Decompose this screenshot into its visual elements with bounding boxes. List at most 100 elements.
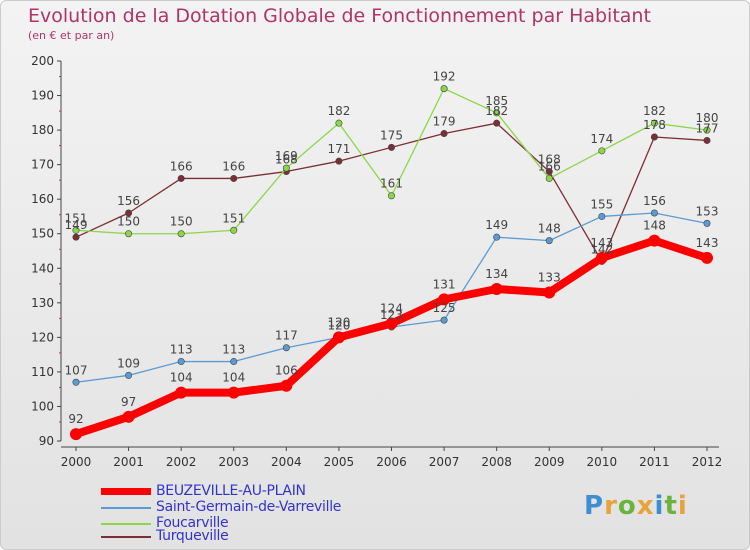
data-point (545, 168, 553, 176)
data-point (72, 233, 80, 241)
data-label: 120 (327, 315, 350, 329)
data-label: 182 (327, 104, 350, 118)
logo-letter: i (654, 491, 665, 521)
data-label: 120 (327, 318, 350, 332)
data-point (230, 226, 238, 234)
data-label: 148 (643, 219, 666, 233)
x-tick-label: 2009 (534, 455, 565, 469)
legend-label: Turqueville (156, 528, 229, 544)
data-label: 174 (590, 132, 613, 146)
data-point (332, 331, 345, 344)
data-point (490, 283, 503, 295)
data-point (543, 286, 556, 299)
data-label: 171 (327, 142, 350, 156)
data-label: 125 (433, 301, 456, 315)
data-label: 113 (222, 343, 245, 357)
data-label: 180 (696, 111, 719, 125)
x-tick-label: 2005 (324, 455, 355, 469)
proxiti-logo: Proxiti (584, 491, 688, 521)
axes: 90 100 110 120 130 140 150 160 170 180 190 200 2000 2… (31, 54, 722, 469)
data-point (387, 143, 395, 151)
data-point (598, 212, 606, 220)
y-tick-label: 160 (31, 192, 54, 206)
legend-swatch (101, 507, 151, 509)
data-point (70, 428, 82, 441)
data-label: 149 (485, 218, 508, 232)
legend-swatch (101, 536, 151, 538)
data-label: 124 (380, 302, 403, 316)
data-point (230, 174, 238, 182)
data-label: 109 (117, 356, 140, 370)
data-point (703, 126, 711, 134)
y-tick-label: 170 (31, 158, 54, 172)
data-label: 131 (433, 277, 456, 291)
data-point (387, 192, 395, 200)
data-label: 143 (590, 236, 613, 250)
x-tick-label: 2004 (271, 455, 302, 469)
chart-subtitle: (en € et par an) (28, 29, 115, 42)
data-label: 156 (117, 194, 140, 208)
data-label: 97 (121, 395, 136, 409)
data-point (440, 316, 448, 324)
data-point (493, 109, 501, 117)
data-label: 92 (68, 412, 83, 426)
data-point (282, 164, 290, 172)
data-label: 107 (65, 363, 88, 377)
data-label: 106 (275, 364, 298, 378)
data-point (177, 174, 185, 182)
data-point (650, 133, 658, 141)
data-point (595, 251, 608, 264)
data-point (280, 379, 293, 392)
data-point (440, 85, 448, 93)
data-label: 151 (65, 211, 88, 225)
x-tick-label: 2000 (61, 455, 92, 469)
data-label: 113 (170, 343, 193, 357)
data-label: 161 (380, 177, 403, 191)
data-point (598, 147, 606, 155)
x-tick-label: 2011 (639, 455, 670, 469)
x-tick-label: 2008 (481, 455, 512, 469)
y-tick-label: 130 (31, 296, 54, 310)
legend-swatch (101, 488, 151, 495)
logo-letter: x (636, 491, 655, 521)
x-tick-label: 2012 (692, 455, 723, 469)
data-label: 134 (485, 267, 508, 281)
y-tick-label: 100 (31, 399, 54, 413)
data-label: 166 (170, 159, 193, 173)
data-point (227, 386, 240, 399)
y-tick-label: 200 (31, 54, 54, 68)
data-label: 182 (643, 104, 666, 118)
data-point (440, 130, 448, 138)
data-point (125, 230, 133, 238)
data-label: 150 (170, 215, 193, 229)
chart-title: Evolution de la Dotation Globale de Fonc… (28, 5, 651, 27)
data-point (493, 233, 501, 241)
data-label: 155 (590, 197, 613, 211)
data-point (125, 209, 133, 217)
y-tick-label: 120 (31, 330, 54, 344)
data-point (703, 136, 711, 144)
legend-label: BEUZEVILLE-AU-PLAIN (156, 483, 306, 499)
x-tick-label: 2006 (376, 455, 407, 469)
data-point (72, 378, 80, 386)
data-point (230, 358, 238, 366)
data-label: 175 (380, 128, 403, 142)
data-label: 104 (222, 371, 245, 385)
data-label: 182 (485, 104, 508, 118)
data-label: 149 (65, 218, 88, 232)
y-tick-label: 150 (31, 227, 54, 241)
x-tick-label: 2003 (218, 455, 249, 469)
data-label: 168 (538, 153, 561, 167)
data-point (701, 251, 713, 264)
data-label: 133 (538, 270, 561, 284)
data-point (72, 226, 80, 234)
y-tick-label: 110 (31, 365, 54, 379)
data-point (282, 344, 290, 352)
data-label: 169 (275, 149, 298, 163)
x-tick-label: 2001 (113, 455, 144, 469)
data-point (493, 119, 501, 127)
data-point (703, 219, 711, 227)
logo-letter: r (604, 491, 618, 521)
data-label: 192 (433, 70, 456, 84)
